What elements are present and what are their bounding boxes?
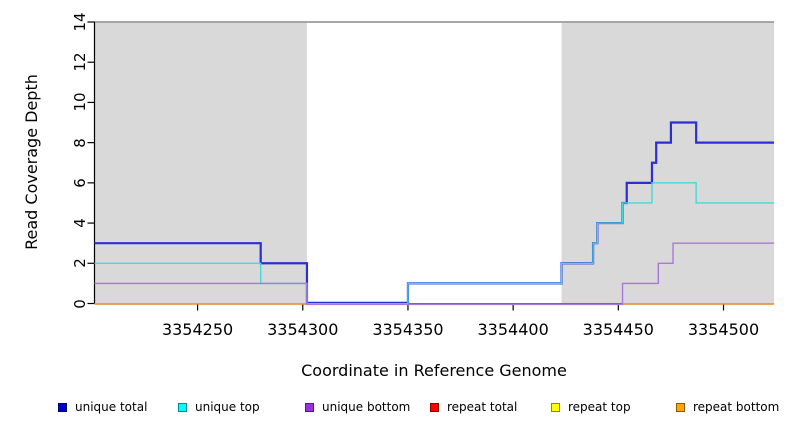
y-tick-label: 10 [71, 92, 89, 112]
legend-label: unique top [195, 400, 260, 414]
legend-label: repeat total [447, 400, 518, 414]
legend-swatch-icon [430, 402, 439, 412]
legend-label: unique total [75, 400, 148, 414]
y-axis-title: Read Coverage Depth [21, 74, 41, 250]
legend-item-unique-total: unique total [58, 400, 147, 414]
legend-label: repeat top [568, 400, 631, 414]
x-tick-label: 3354350 [372, 320, 444, 339]
legend-swatch-icon [58, 402, 67, 412]
legend-label: unique bottom [322, 400, 411, 414]
x-axis-title: Coordinate in Reference Genome [301, 361, 567, 380]
y-tick-label: 12 [71, 52, 89, 72]
x-tick-label: 3354250 [161, 320, 234, 339]
y-tick-label: 6 [71, 178, 89, 188]
legend-swatch-icon [676, 402, 685, 412]
repeat-region-shading [561, 22, 774, 306]
x-tick-label: 3354400 [477, 320, 549, 339]
x-tick-label: 3354450 [582, 320, 654, 339]
series-line-unique-bottom [94, 242, 774, 306]
y-tick-label: 0 [71, 298, 89, 309]
x-tick-label: 3354300 [267, 320, 339, 339]
legend-swatch-icon [178, 402, 187, 412]
legend-item-repeat-top: repeat top [551, 400, 631, 414]
x-tick-label: 3354500 [687, 320, 760, 339]
y-tick-label: 2 [71, 258, 89, 269]
legend-swatch-icon [305, 402, 314, 412]
legend-item-repeat-bottom: repeat bottom [676, 400, 779, 414]
repeat-region-shading [94, 22, 307, 306]
y-tick-label: 4 [71, 218, 89, 228]
legend-item-unique-top: unique top [178, 400, 260, 414]
y-tick-label: 14 [71, 12, 89, 32]
legend-label: repeat bottom [693, 400, 780, 414]
y-tick-label: 8 [71, 137, 89, 148]
legend-item-repeat-total: repeat total [430, 400, 517, 414]
legend-swatch-icon [551, 402, 560, 412]
legend-item-unique-bottom: unique bottom [305, 400, 410, 414]
